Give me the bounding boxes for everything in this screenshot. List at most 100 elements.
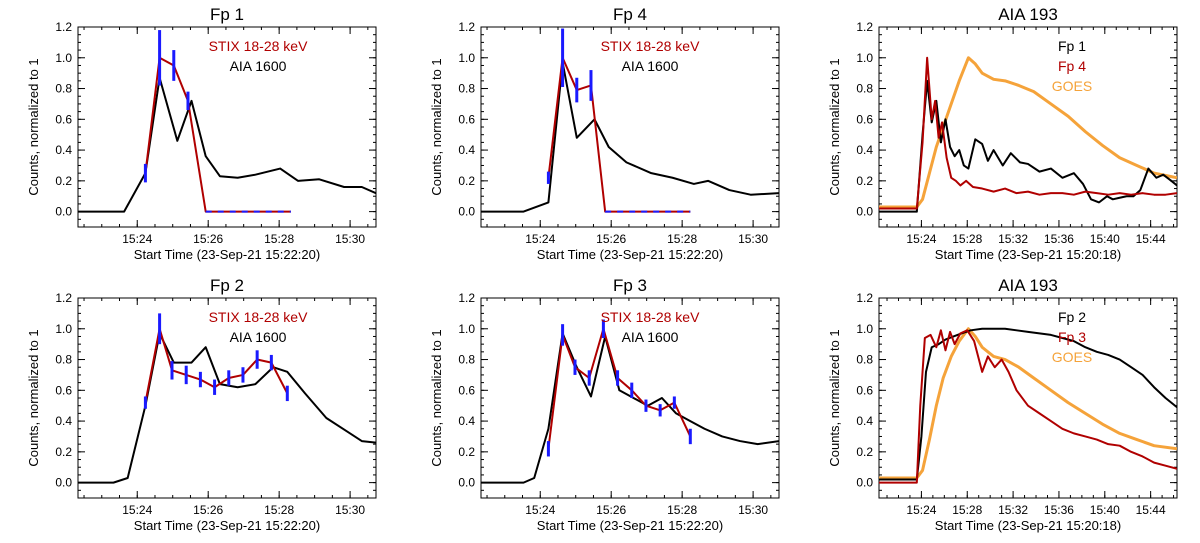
y-tick-label: 0.8 xyxy=(55,82,72,96)
y-tick-label: 0.0 xyxy=(856,205,873,219)
legend-entry: AIA 1600 xyxy=(230,329,287,345)
series-aia-1600 xyxy=(78,332,376,484)
chart-5: Fp 3 0.0 0.2 0.4 0.6 0.8 1.0 1.2 15:24 15:26 15:28… xyxy=(429,276,780,533)
legend-entry: AIA 1600 xyxy=(622,58,679,74)
legend-entry: AIA 1600 xyxy=(622,329,679,345)
y-tick-label: 0.6 xyxy=(458,383,475,397)
series-line xyxy=(547,56,691,213)
x-tick-label: 15:26 xyxy=(193,232,223,246)
series-line xyxy=(78,332,376,484)
legend-entry: STIX 18-28 keV xyxy=(601,38,700,54)
y-tick-label: 0.8 xyxy=(856,353,873,367)
x-tick-label: 15:28 xyxy=(667,232,697,246)
y-tick-label: 0.0 xyxy=(458,476,475,490)
series-line xyxy=(481,332,779,484)
y-tick-label: 1.2 xyxy=(856,20,873,34)
y-axis-label: Counts, normalized to 1 xyxy=(827,58,842,195)
x-tick-label: 15:24 xyxy=(525,503,555,517)
y-tick-label: 0.4 xyxy=(856,143,873,157)
series-goes xyxy=(879,327,1177,480)
y-tick-label: 0.2 xyxy=(55,174,72,188)
series-line xyxy=(879,79,1177,213)
x-tick-label: 15:32 xyxy=(998,503,1028,517)
y-tick-label: 1.2 xyxy=(458,20,475,34)
y-tick-label: 0.0 xyxy=(55,205,72,219)
y-tick-label: 1.2 xyxy=(458,291,475,305)
y-axis-label: Counts, normalized to 1 xyxy=(429,329,444,466)
x-tick-label: 15:44 xyxy=(1136,503,1166,517)
legend-entry: GOES xyxy=(1052,349,1092,365)
chart-4: Fp 2 0.0 0.2 0.4 0.6 0.8 1.0 1.2 15:24 15:26 15:28… xyxy=(26,276,377,533)
series-line xyxy=(879,56,1177,209)
x-tick-label: 15:30 xyxy=(738,232,768,246)
legend-entry: Fp 2 xyxy=(1058,309,1086,325)
chart-title: AIA 193 xyxy=(998,5,1058,24)
plot-frame xyxy=(77,26,377,228)
series-line xyxy=(879,56,1177,210)
y-tick-label: 0.2 xyxy=(55,445,72,459)
x-axis-label: Start Time (23-Sep-21 15:22:20) xyxy=(537,518,723,533)
series-line xyxy=(879,329,1177,484)
y-tick-label: 0.0 xyxy=(458,205,475,219)
y-tick-label: 0.4 xyxy=(55,143,72,157)
series-goes xyxy=(879,56,1177,209)
chart-title: Fp 3 xyxy=(613,276,647,295)
legend-entry: Fp 3 xyxy=(1058,329,1086,345)
x-tick-label: 15:24 xyxy=(122,232,152,246)
y-tick-label: 0.2 xyxy=(856,174,873,188)
x-tick-label: 15:24 xyxy=(122,503,152,517)
x-tick-label: 15:28 xyxy=(667,503,697,517)
y-axis-label: Counts, normalized to 1 xyxy=(26,329,41,466)
y-tick-label: 0.4 xyxy=(856,414,873,428)
series-line xyxy=(481,61,779,213)
y-tick-label: 1.0 xyxy=(458,322,475,336)
series-line xyxy=(144,56,291,213)
y-tick-label: 1.0 xyxy=(55,322,72,336)
x-axis-label: Start Time (23-Sep-21 15:20:18) xyxy=(935,518,1121,533)
x-tick-label: 15:40 xyxy=(1090,503,1120,517)
series-stix-18-28-kev xyxy=(546,319,692,457)
x-tick-label: 15:32 xyxy=(998,232,1028,246)
y-tick-label: 1.0 xyxy=(856,322,873,336)
chart-3: AIA 193 0.0 0.2 0.4 0.6 0.8 1.0 1.2 15:24 15:28 15… xyxy=(827,5,1178,262)
x-tick-label: 15:44 xyxy=(1136,232,1166,246)
y-tick-label: 0.4 xyxy=(458,414,475,428)
series-aia-1600 xyxy=(481,61,779,213)
x-tick-label: 15:28 xyxy=(264,232,294,246)
y-tick-label: 0.2 xyxy=(458,445,475,459)
y-tick-label: 0.6 xyxy=(856,112,873,126)
legend-entry: GOES xyxy=(1052,78,1092,94)
x-tick-label: 15:28 xyxy=(264,503,294,517)
series-fp-1 xyxy=(879,79,1177,213)
x-tick-label: 15:36 xyxy=(1044,503,1074,517)
y-tick-label: 0.6 xyxy=(856,383,873,397)
legend-entry: STIX 18-28 keV xyxy=(209,38,308,54)
chart-title: Fp 2 xyxy=(210,276,244,295)
y-axis-label: Counts, normalized to 1 xyxy=(827,329,842,466)
x-tick-label: 15:26 xyxy=(596,232,626,246)
series-stix-18-28-kev xyxy=(546,28,691,213)
y-tick-label: 1.0 xyxy=(856,51,873,65)
chart-6: AIA 193 0.0 0.2 0.4 0.6 0.8 1.0 1.2 15:24 15:28 15… xyxy=(827,276,1178,533)
y-tick-label: 1.2 xyxy=(856,291,873,305)
y-tick-label: 0.8 xyxy=(55,353,72,367)
y-axis-label: Counts, normalized to 1 xyxy=(429,58,444,195)
y-tick-label: 0.8 xyxy=(856,82,873,96)
x-tick-label: 15:30 xyxy=(335,232,365,246)
y-tick-label: 0.0 xyxy=(55,476,72,490)
y-tick-label: 0.4 xyxy=(458,143,475,157)
chart-1: Fp 1 0.0 0.2 0.4 0.6 0.8 1.0 1.2 15:24 15:26 15:28… xyxy=(26,5,377,262)
x-tick-label: 15:24 xyxy=(906,503,936,517)
y-axis-label: Counts, normalized to 1 xyxy=(26,58,41,195)
plot-frame xyxy=(480,297,780,499)
x-axis-label: Start Time (23-Sep-21 15:22:20) xyxy=(134,518,320,533)
x-tick-label: 15:28 xyxy=(952,503,982,517)
legend-entry: STIX 18-28 keV xyxy=(601,309,700,325)
y-tick-label: 0.8 xyxy=(458,82,475,96)
series-line xyxy=(879,327,1177,480)
plot-frame xyxy=(77,297,377,499)
y-tick-label: 0.0 xyxy=(856,476,873,490)
chart-2: Fp 4 0.0 0.2 0.4 0.6 0.8 1.0 1.2 15:24 15:26 15:28… xyxy=(429,5,780,262)
y-tick-label: 0.8 xyxy=(458,353,475,367)
y-tick-label: 0.2 xyxy=(458,174,475,188)
